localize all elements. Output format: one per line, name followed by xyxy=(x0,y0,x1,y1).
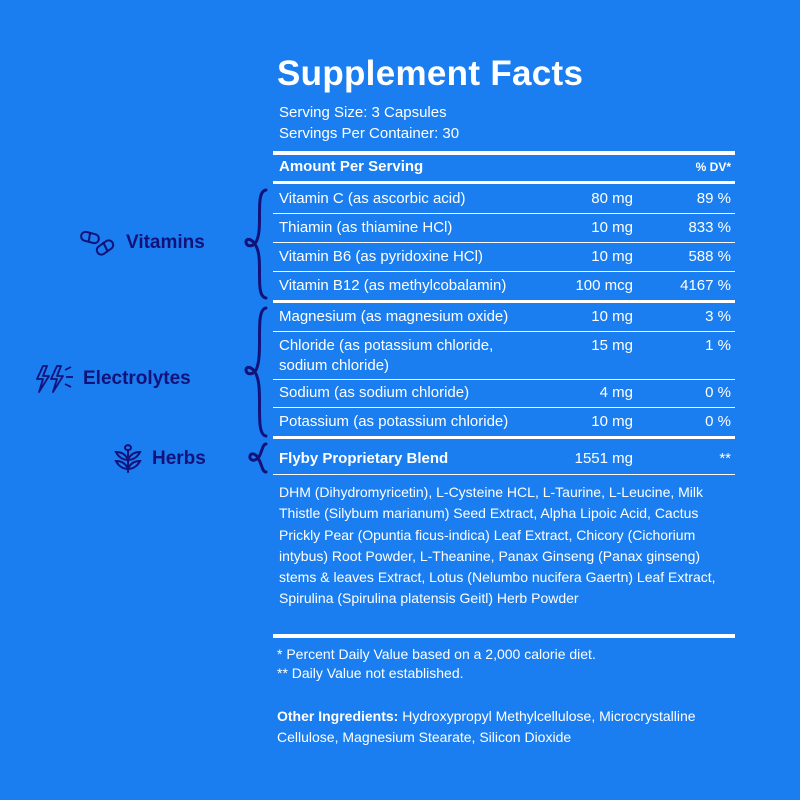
dv-header: % DV* xyxy=(695,160,731,174)
table-row: Vitamin B12 (as methylcobalamin) 100 mcg… xyxy=(273,276,735,300)
nutrient-amount: 80 mg xyxy=(591,190,633,207)
rule-blend xyxy=(273,474,735,475)
herbs-brace xyxy=(248,442,268,474)
nutrient-amount: 4 mg xyxy=(599,384,633,401)
group-herbs: Herbs xyxy=(112,444,206,474)
nutrient-name: Sodium (as sodium chloride) xyxy=(279,384,470,401)
nutrient-name-line: sodium chloride) xyxy=(279,357,390,374)
panel-title: Supplement Facts xyxy=(277,54,584,93)
blend-name: Flyby Proprietary Blend xyxy=(279,450,449,467)
nutrient-amount: 15 mg xyxy=(591,337,633,354)
nutrient-amount: 10 mg xyxy=(591,219,633,236)
nutrient-name: Chloride (as potassium chloride, sodium … xyxy=(279,336,493,376)
footnote-not-established: ** Daily Value not established. xyxy=(277,665,464,681)
blend-amount: 1551 mg xyxy=(574,450,633,467)
nutrient-dv: 1 % xyxy=(705,337,731,354)
table-row: Vitamin C (as ascorbic acid) 80 mg 89 % xyxy=(273,189,735,214)
group-label-electrolytes: Electrolytes xyxy=(83,368,191,389)
nutrient-dv: 89 % xyxy=(696,190,731,207)
nutrient-name-line: Chloride (as potassium chloride, xyxy=(279,337,494,354)
nutrient-dv: 0 % xyxy=(705,384,731,401)
capsule-icon xyxy=(80,230,115,256)
lightning-icon xyxy=(36,365,73,393)
nutrient-name: Magnesium (as magnesium oxide) xyxy=(279,308,509,325)
nutrient-name: Vitamin B6 (as pyridoxine HCl) xyxy=(279,248,483,265)
nutrient-dv: 0 % xyxy=(705,413,731,430)
table-row: Vitamin B6 (as pyridoxine HCl) 10 mg 588… xyxy=(273,247,735,272)
leaf-icon xyxy=(114,444,142,473)
rule-vitamins-end xyxy=(273,300,735,303)
nutrient-name: Thiamin (as thiamine HCl) xyxy=(279,219,453,236)
thick-rule-top xyxy=(273,151,735,155)
rule-electrolytes-end xyxy=(273,436,735,439)
footnote-dv: * Percent Daily Value based on a 2,000 c… xyxy=(277,646,596,662)
nutrient-dv: 833 % xyxy=(688,219,731,236)
group-label-herbs: Herbs xyxy=(152,448,206,469)
nutrient-amount: 10 mg xyxy=(591,308,633,325)
group-vitamins: Vitamins xyxy=(80,230,205,256)
group-electrolytes: Electrolytes xyxy=(35,364,191,394)
table-row: Sodium (as sodium chloride) 4 mg 0 % xyxy=(273,383,735,408)
table-row: Potassium (as potassium chloride) 10 mg … xyxy=(273,412,735,436)
other-ingredients-label: Other Ingredients: xyxy=(277,708,399,724)
servings-per-container: Servings Per Container: 30 xyxy=(279,125,460,142)
rule-header xyxy=(273,181,735,184)
electrolytes-brace xyxy=(244,306,268,438)
serving-size: Serving Size: 3 Capsules xyxy=(279,104,447,121)
table-row: Magnesium (as magnesium oxide) 10 mg 3 % xyxy=(273,307,735,332)
nutrient-dv: 3 % xyxy=(705,308,731,325)
other-ingredients: Other Ingredients: Hydroxypropyl Methylc… xyxy=(277,706,737,748)
thick-rule-bottom xyxy=(273,634,735,638)
nutrient-name: Potassium (as potassium chloride) xyxy=(279,413,509,430)
nutrient-amount: 10 mg xyxy=(591,413,633,430)
table-row: Chloride (as potassium chloride, sodium … xyxy=(273,336,735,380)
blend-ingredients: DHM (Dihydromyricetin), L-Cysteine HCL, … xyxy=(279,484,716,607)
amount-per-serving-header: Amount Per Serving xyxy=(279,158,424,175)
nutrient-dv: 4167 % xyxy=(680,277,731,294)
table-row: Flyby Proprietary Blend 1551 mg ** xyxy=(273,449,735,473)
other-ingredients-text: Hydroxypropyl Methylcellulose, Microcrys… xyxy=(277,708,696,745)
nutrient-name: Vitamin C (as ascorbic acid) xyxy=(279,190,466,207)
nutrient-name: Vitamin B12 (as methylcobalamin) xyxy=(279,277,507,294)
group-label-vitamins: Vitamins xyxy=(126,232,205,253)
nutrient-dv: 588 % xyxy=(688,248,731,265)
nutrient-amount: 10 mg xyxy=(591,248,633,265)
blend-dv: ** xyxy=(719,450,731,467)
nutrient-amount: 100 mcg xyxy=(575,277,633,294)
table-row: Thiamin (as thiamine HCl) 10 mg 833 % xyxy=(273,218,735,243)
vitamins-brace xyxy=(244,188,268,300)
